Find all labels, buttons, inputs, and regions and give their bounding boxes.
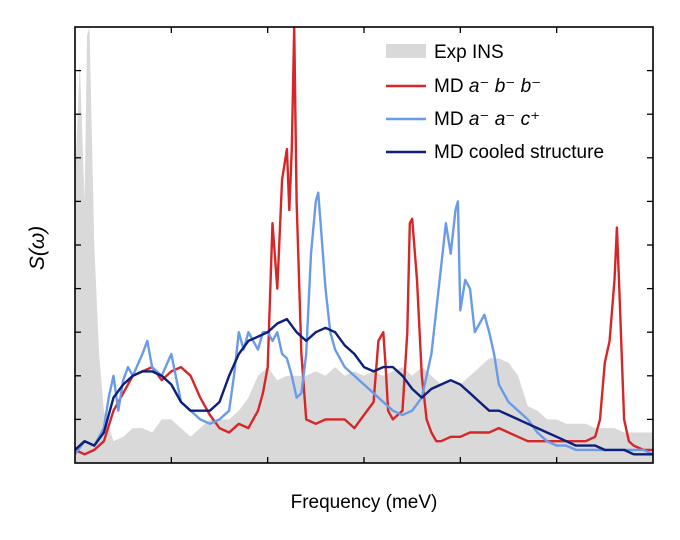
legend-md-abb-formula: a⁻ b⁻ b⁻ xyxy=(469,76,541,97)
legend-label-md-abb: MD a⁻ b⁻ b⁻ xyxy=(434,76,541,97)
line-series-1 xyxy=(75,27,653,456)
legend-md-aac-prefix: MD xyxy=(434,109,469,130)
y-axis-label: S(ω) xyxy=(26,226,49,270)
legend-md-abb-prefix: MD xyxy=(434,76,469,97)
area-series-exp-ins xyxy=(75,27,653,463)
legend-label-exp-ins: Exp INS xyxy=(434,42,504,63)
x-axis-label: Frequency (meV) xyxy=(291,492,438,513)
series-layer xyxy=(75,27,653,463)
legend: Exp INS MD a⁻ b⁻ b⁻ MD a⁻ a⁻ c⁺ MD coole… xyxy=(386,42,604,163)
legend-md-aac-formula: a⁻ a⁻ c⁺ xyxy=(469,109,540,130)
line-series-3 xyxy=(75,317,653,456)
legend-label-md-aac: MD a⁻ a⁻ c⁺ xyxy=(434,109,540,130)
line-series-2 xyxy=(75,191,653,456)
tick-layer xyxy=(75,27,653,463)
legend-swatch-exp-ins xyxy=(386,44,426,58)
legend-label-md-cooled: MD cooled structure xyxy=(434,142,604,163)
